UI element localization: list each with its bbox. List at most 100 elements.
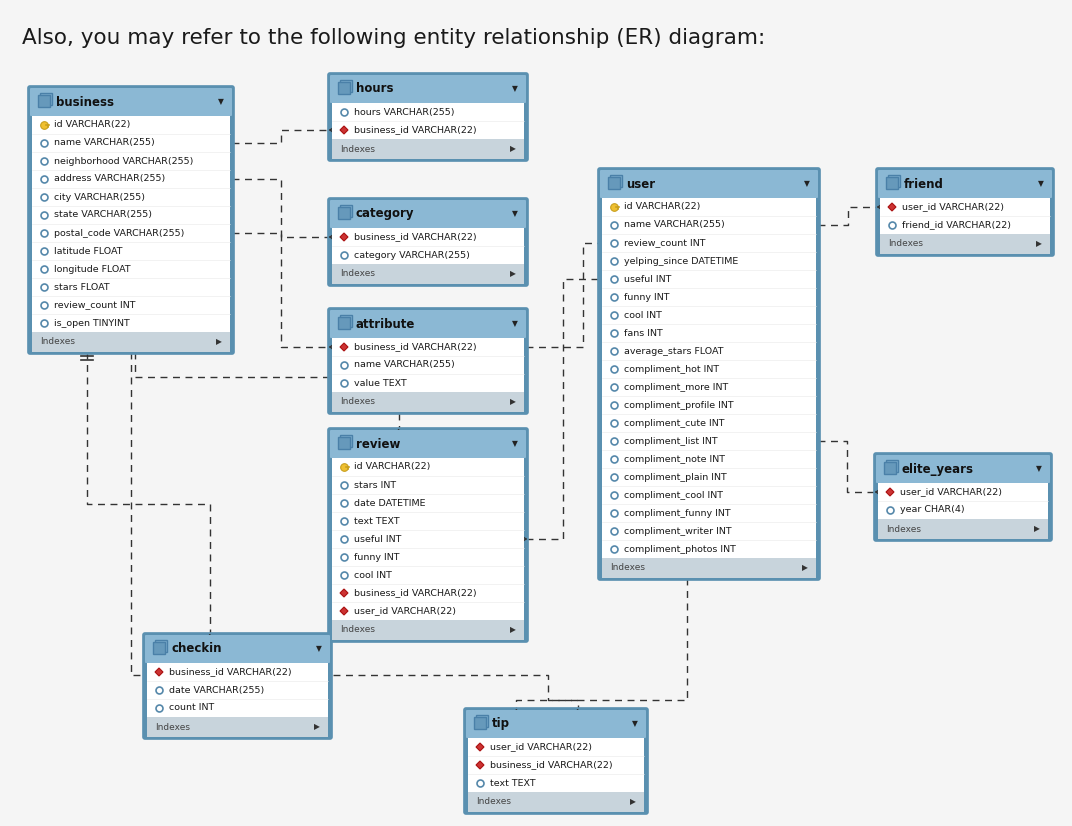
Bar [332, 338, 524, 392]
Text: ▼: ▼ [512, 439, 518, 449]
Text: user_id VARCHAR(22): user_id VARCHAR(22) [490, 743, 592, 752]
Bar [340, 315, 352, 327]
FancyBboxPatch shape [876, 168, 1054, 256]
Bar [32, 116, 230, 332]
Bar [338, 437, 349, 449]
Text: funny INT: funny INT [624, 292, 670, 301]
Text: elite_years: elite_years [902, 463, 974, 476]
Text: compliment_hot INT: compliment_hot INT [624, 364, 719, 373]
Text: compliment_list INT: compliment_list INT [624, 436, 717, 445]
FancyBboxPatch shape [330, 430, 526, 458]
Bar [32, 332, 230, 352]
Text: longitude FLOAT: longitude FLOAT [54, 264, 131, 273]
Text: ▼: ▼ [632, 719, 638, 729]
Text: id VARCHAR(22): id VARCHAR(22) [54, 121, 131, 130]
Text: ▶: ▶ [1037, 240, 1042, 249]
Text: fans INT: fans INT [624, 329, 662, 338]
Text: category: category [356, 207, 415, 221]
Bar [885, 177, 898, 189]
FancyBboxPatch shape [330, 310, 526, 338]
Text: Indexes: Indexes [610, 563, 645, 572]
Text: user_id VARCHAR(22): user_id VARCHAR(22) [902, 202, 1004, 211]
Text: tip: tip [492, 718, 510, 730]
Text: compliment_cute INT: compliment_cute INT [624, 419, 725, 428]
Text: ▶: ▶ [510, 397, 516, 406]
Bar [332, 228, 524, 264]
Text: user_id VARCHAR(22): user_id VARCHAR(22) [354, 606, 456, 615]
Text: compliment_profile INT: compliment_profile INT [624, 401, 733, 410]
Text: review_count INT: review_count INT [54, 301, 135, 310]
Text: year CHAR(4): year CHAR(4) [900, 506, 965, 515]
Text: ▼: ▼ [1038, 179, 1044, 188]
Text: ▶: ▶ [314, 723, 321, 732]
FancyBboxPatch shape [28, 86, 234, 354]
Text: Indexes: Indexes [40, 338, 75, 346]
Bar [878, 519, 1048, 539]
Text: friend_id VARCHAR(22): friend_id VARCHAR(22) [902, 221, 1011, 230]
Polygon shape [340, 343, 348, 351]
Text: Indexes: Indexes [476, 797, 511, 806]
Text: user: user [626, 178, 655, 191]
Text: Indexes: Indexes [885, 525, 921, 534]
Text: useful INT: useful INT [624, 274, 671, 283]
Polygon shape [885, 488, 894, 496]
Bar [610, 175, 622, 187]
Text: business_id VARCHAR(22): business_id VARCHAR(22) [354, 588, 477, 597]
Text: ▼: ▼ [804, 179, 810, 188]
Text: category VARCHAR(255): category VARCHAR(255) [354, 250, 470, 259]
Bar [880, 198, 1049, 234]
Text: ▶: ▶ [510, 625, 516, 634]
Text: business_id VARCHAR(22): business_id VARCHAR(22) [354, 126, 477, 135]
Text: ▼: ▼ [1037, 464, 1042, 473]
Bar [474, 717, 486, 729]
Bar [602, 198, 816, 558]
Bar [340, 80, 352, 92]
Text: ▼: ▼ [512, 320, 518, 329]
Polygon shape [340, 589, 348, 597]
Polygon shape [340, 607, 348, 615]
FancyBboxPatch shape [328, 198, 528, 286]
FancyBboxPatch shape [30, 88, 232, 116]
Bar [338, 207, 349, 219]
Polygon shape [476, 743, 483, 751]
FancyBboxPatch shape [600, 170, 818, 198]
Text: compliment_plain INT: compliment_plain INT [624, 472, 727, 482]
Text: name VARCHAR(255): name VARCHAR(255) [54, 139, 154, 148]
Text: value TEXT: value TEXT [354, 378, 406, 387]
Polygon shape [340, 233, 348, 241]
Text: address VARCHAR(255): address VARCHAR(255) [54, 174, 165, 183]
Text: compliment_photos INT: compliment_photos INT [624, 544, 735, 553]
Bar [147, 663, 328, 717]
Bar [153, 642, 165, 654]
Text: ▼: ▼ [512, 210, 518, 219]
Text: attribute: attribute [356, 317, 415, 330]
Bar [338, 317, 349, 329]
Bar [338, 82, 349, 94]
Text: compliment_more INT: compliment_more INT [624, 382, 728, 392]
FancyBboxPatch shape [145, 635, 330, 663]
Bar [878, 483, 1048, 519]
Bar [880, 234, 1049, 254]
FancyBboxPatch shape [328, 428, 528, 642]
Bar [888, 175, 900, 187]
FancyBboxPatch shape [874, 453, 1052, 541]
Text: hours: hours [356, 83, 393, 96]
Text: count INT: count INT [169, 704, 214, 713]
Bar [38, 95, 50, 107]
FancyBboxPatch shape [466, 710, 646, 738]
Text: compliment_cool INT: compliment_cool INT [624, 491, 723, 500]
FancyBboxPatch shape [330, 75, 526, 103]
Bar [155, 640, 167, 652]
Text: stars INT: stars INT [354, 481, 397, 490]
Bar [332, 103, 524, 139]
Bar [340, 205, 352, 217]
Text: id VARCHAR(22): id VARCHAR(22) [354, 463, 430, 472]
Text: Indexes: Indexes [340, 145, 375, 154]
Text: review_count INT: review_count INT [624, 239, 705, 248]
FancyBboxPatch shape [328, 73, 528, 161]
Bar [602, 558, 816, 578]
Text: latitude FLOAT: latitude FLOAT [54, 246, 122, 255]
Text: date DATETIME: date DATETIME [354, 499, 426, 507]
Text: id VARCHAR(22): id VARCHAR(22) [624, 202, 700, 211]
Bar [608, 177, 620, 189]
